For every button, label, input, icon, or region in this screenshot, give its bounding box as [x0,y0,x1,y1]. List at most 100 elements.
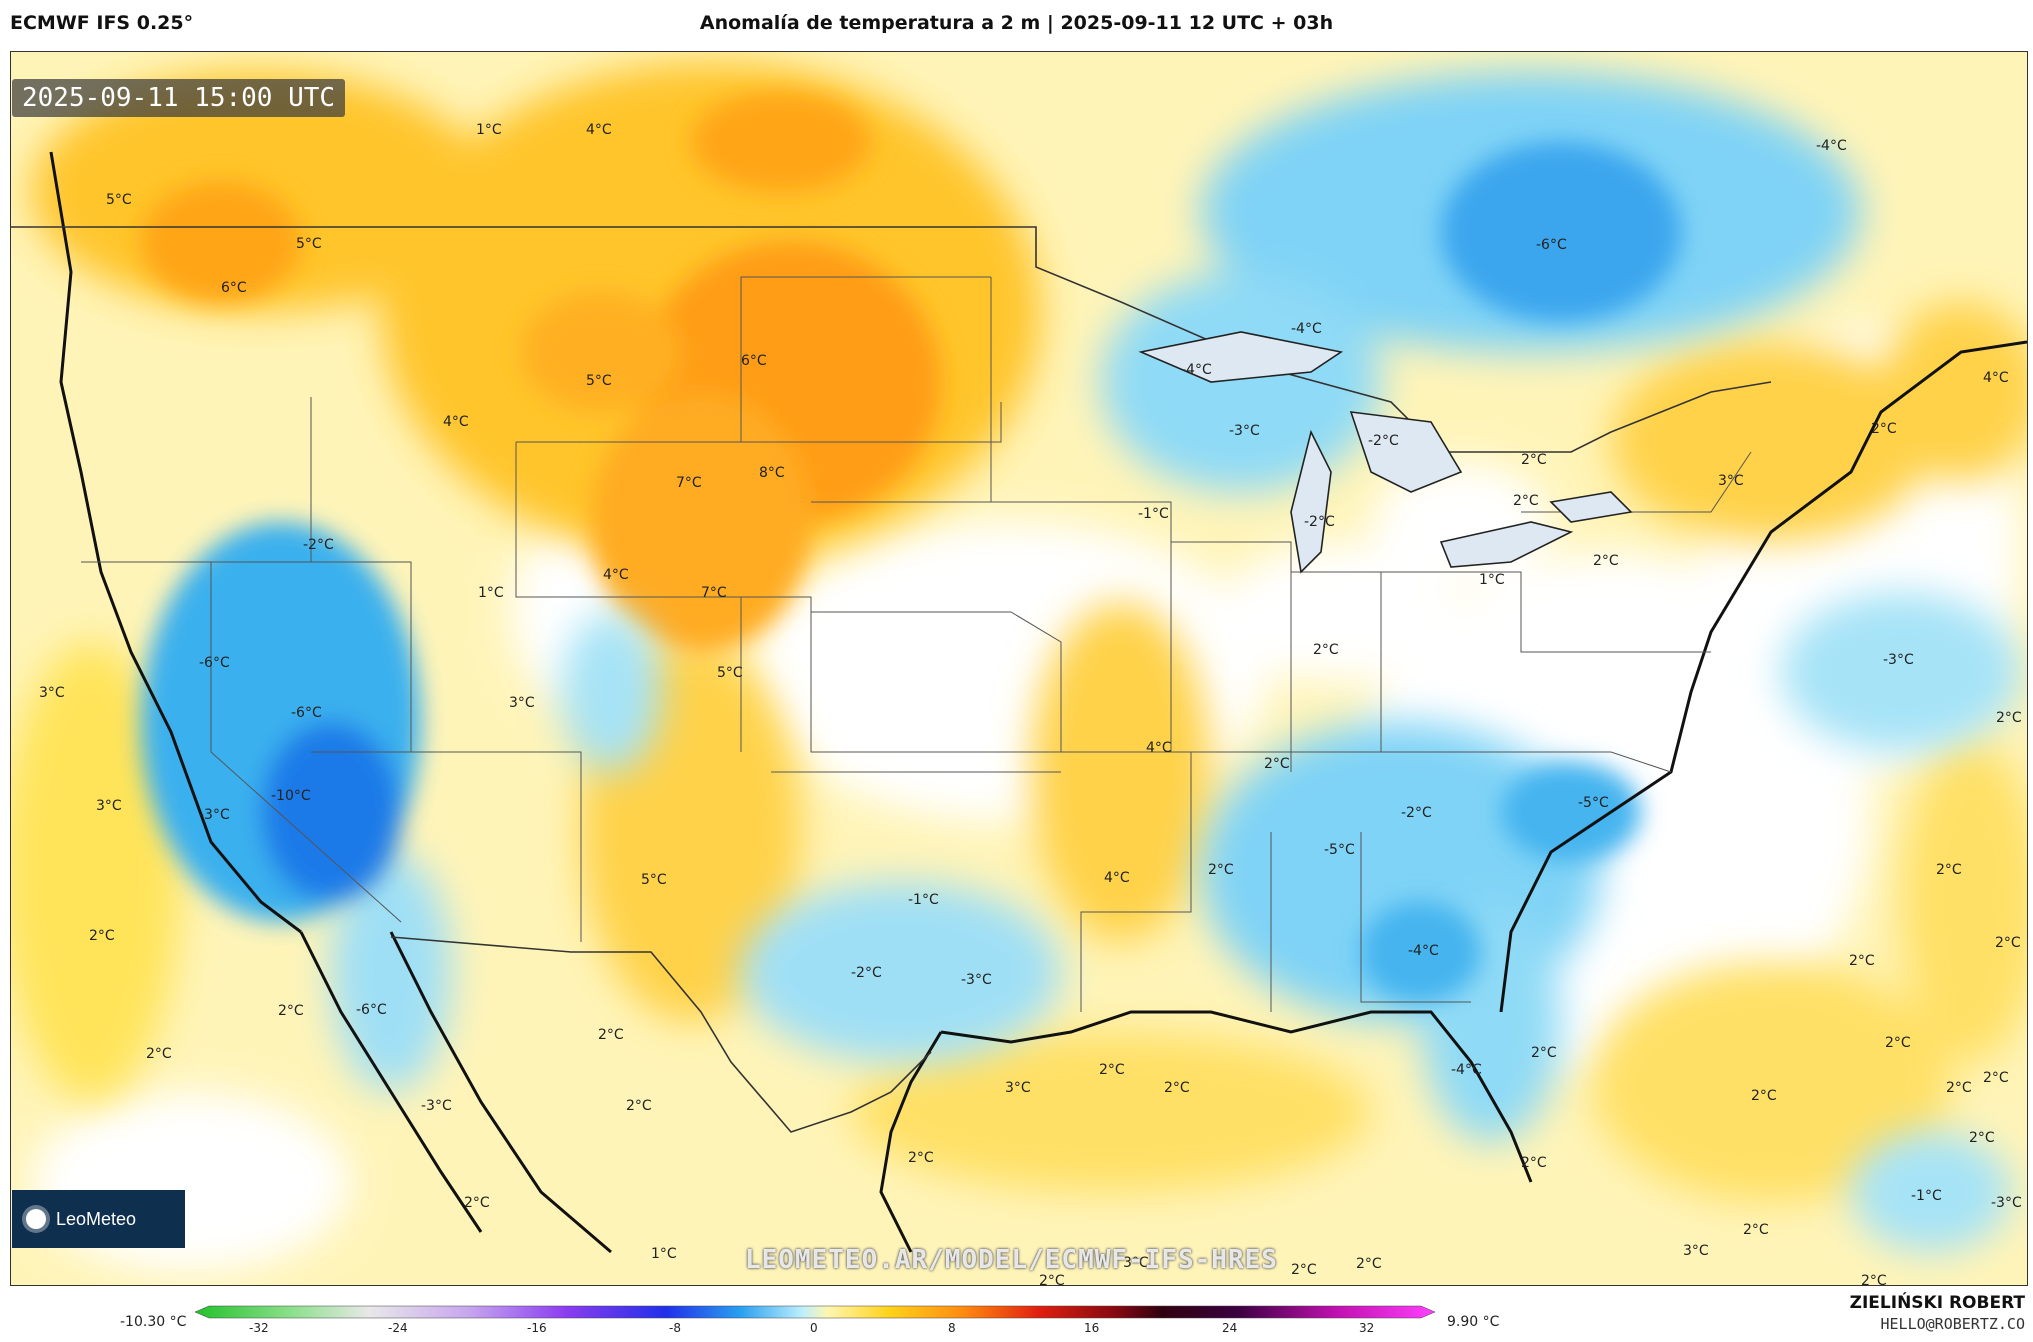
colorbar-tick-label: -32 [249,1321,269,1335]
map-label: 2°C [598,1027,624,1043]
map-label: 3°C [1005,1080,1031,1096]
colorbar-tick-label: 8 [948,1321,956,1335]
map-label: 3°C [509,695,535,711]
colorbar-min-label: -10.30 °C [120,1314,187,1330]
map-label: 5°C [641,872,667,888]
map-label: 8°C [759,465,785,481]
map-label: 4°C [603,567,629,583]
valid-time-badge: 2025-09-11 15:00 UTC [12,79,346,117]
map-label: -3°C [421,1098,452,1114]
map-label: -3°C [1883,652,1914,668]
map-label: -6°C [291,705,322,721]
map-label: 3°C [1123,1255,1149,1271]
map-label: -2°C [303,537,334,553]
map-label: 2°C [1593,553,1619,569]
map-label: 2°C [146,1046,172,1062]
map-label: 4°C [1104,870,1130,886]
map-label: 2°C [1946,1080,1972,1096]
map-label: -2°C [851,965,882,981]
map-label: -6°C [199,655,230,671]
map-label: 4°C [586,122,612,138]
coastlines [49,151,2027,1254]
map-label: 3°C [39,685,65,701]
colorbar-tick-label: 16 [1084,1321,1100,1335]
temperature-anomaly-map[interactable]: 1°C 4°C 5°C 5°C 6°C 5°C 6°C 4°C 7°C 8°C … [10,51,2028,1286]
map-label: 2°C [1039,1273,1065,1285]
colorbar-tick-label: 24 [1222,1321,1238,1335]
map-label: -3°C [199,807,230,823]
map-label: -4°C [1451,1062,1482,1078]
map-label: 7°C [701,585,727,601]
map-label: 2°C [1531,1045,1557,1061]
map-label: -3°C [1229,423,1260,439]
map-label: 2°C [1313,642,1339,658]
map-label: 1°C [478,585,504,601]
map-label: -2°C [1368,433,1399,449]
map-label: 2°C [1521,1155,1547,1171]
state-borders [81,276,1752,1012]
model-name: ECMWF IFS 0.25° [10,12,194,34]
author-email[interactable]: HELLO@ROBERTZ.CO [1880,1315,2026,1333]
map-label: 5°C [717,665,743,681]
map-label: 2°C [1995,935,2021,951]
strong-warm-core [141,92,941,652]
map-label: 4°C [1983,370,2009,386]
map-label: 2°C [89,928,115,944]
source-watermark: LEOMETEO.AR/MODEL/ECMWF-IFS-HRES [745,1245,1278,1275]
map-label: 2°C [1996,710,2022,726]
map-label: -4°C [1816,138,1847,154]
colorbar-tick-label: -24 [388,1321,408,1335]
leometeo-logo[interactable]: LeoMeteo [12,1190,185,1248]
map-label: -1°C [1911,1188,1942,1204]
map-label: 3°C [1718,473,1744,489]
map-label: 6°C [741,353,767,369]
country-borders [11,226,1772,1133]
map-label: 2°C [1743,1222,1769,1238]
map-label: 2°C [626,1098,652,1114]
map-label: 1°C [476,122,502,138]
map-label: 2°C [1164,1080,1190,1096]
map-label: -4°C [1408,943,1439,959]
map-label: 2°C [1751,1088,1777,1104]
great-lakes [1138,331,1633,574]
map-label: 2°C [1885,1035,1911,1051]
map-label: 2°C [1291,1262,1317,1278]
map-label: 5°C [586,373,612,389]
map-label: 2°C [1099,1062,1125,1078]
colorbar-max-label: 9.90 °C [1447,1314,1500,1330]
anomaly-labels: 1°C 4°C 5°C 5°C 6°C 5°C 6°C 4°C 7°C 8°C … [39,122,2022,1285]
colorbar-tick-label: -16 [527,1321,547,1335]
map-label: -5°C [1324,842,1355,858]
map-label: 6°C [221,280,247,296]
author-name: ZIELIŃSKI ROBERT [1849,1293,2025,1313]
map-label: -1°C [908,892,939,908]
colorbar-tick-label: 0 [810,1321,818,1335]
map-label: -6°C [1536,237,1567,253]
map-label: 5°C [296,236,322,252]
map-label: 2°C [1264,756,1290,772]
map-label: 2°C [1513,493,1539,509]
map-label: 5°C [106,192,132,208]
map-canvas: 1°C 4°C 5°C 5°C 6°C 5°C 6°C 4°C 7°C 8°C … [11,52,2027,1285]
map-label: -4°C [1181,362,1212,378]
map-label: -1°C [1138,506,1169,522]
map-label: -10°C [271,788,311,804]
map-label: 3°C [1683,1243,1709,1259]
colorbar-gradient [194,1305,1436,1319]
map-label: 2°C [464,1195,490,1211]
map-label: -2°C [1401,805,1432,821]
map-label: 1°C [651,1246,677,1262]
map-label: 2°C [1871,421,1897,437]
map-label: 1°C [1479,572,1505,588]
map-label: 7°C [676,475,702,491]
map-label: 2°C [1969,1130,1995,1146]
colorbar-tick-label: 32 [1359,1321,1375,1335]
map-label: 3°C [96,798,122,814]
map-label: -4°C [1291,321,1322,337]
map-label: 2°C [1849,953,1875,969]
map-label: -5°C [1578,795,1609,811]
colorbar: -32 -24 -16 -8 0 8 16 24 32 [194,1304,1436,1338]
map-label: -2°C [1304,514,1335,530]
logo-text: LeoMeteo [56,1208,137,1229]
map-label: 2°C [278,1003,304,1019]
